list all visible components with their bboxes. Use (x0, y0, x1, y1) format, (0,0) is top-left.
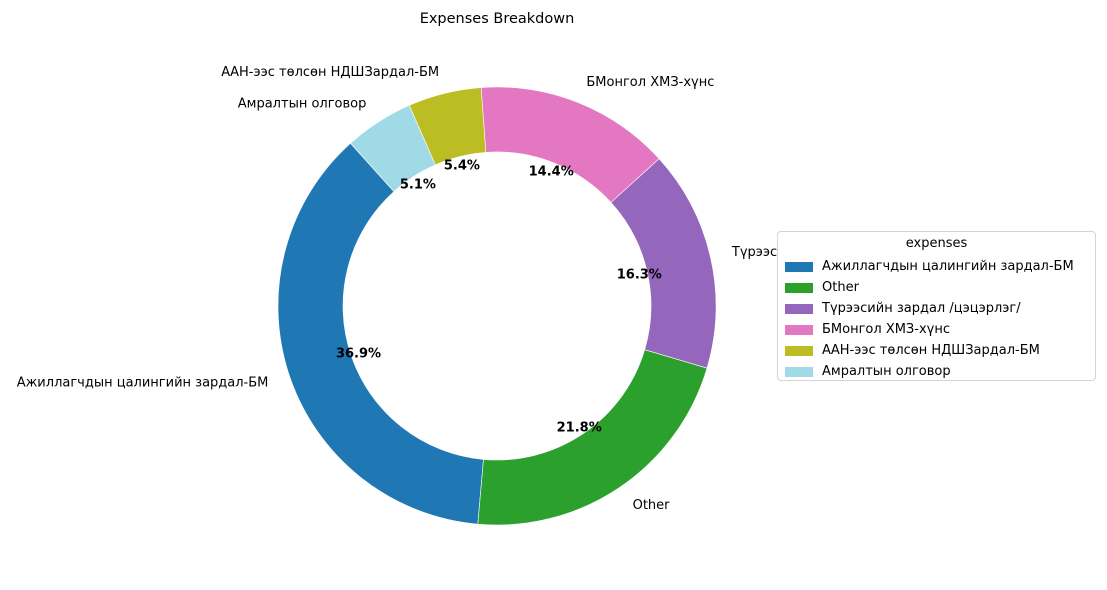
legend-title: expenses (905, 236, 968, 251)
legend-label-0: Ажиллагчдын цалингийн зардал-БМ (822, 259, 1074, 274)
slice-5 (350, 104, 436, 192)
legend-label-1: Other (822, 280, 859, 295)
legend: expenses Ажиллагчдын цалингийн зардал-БМ… (777, 231, 1096, 381)
slice-percent-2: 16.3% (617, 267, 662, 282)
legend-swatch-2 (785, 303, 813, 314)
legend-swatch-4 (785, 345, 813, 356)
slice-percent-3: 14.4% (529, 164, 574, 179)
slice-label-3: БМонгол ХМЗ-хүнс (586, 75, 714, 90)
slice-percent-0: 36.9% (336, 346, 381, 361)
slices-layer (277, 86, 717, 526)
legend-label-3: БМонгол ХМЗ-хүнс (822, 322, 950, 337)
legend-list: Ажиллагчдын цалингийн зардал-БМ Other Түрэ… (785, 256, 1074, 382)
slice-1 (477, 349, 708, 526)
slice-percent-1: 21.8% (557, 421, 602, 436)
legend-item-5: Амралтын олговор (785, 361, 1074, 382)
percent-labels-layer: 36.9% 21.8% 16.3% 14.4% 5.4% 5.1% (336, 158, 662, 435)
legend-item-2: Түрээсийн зардал /цэцэрлэг/ (785, 298, 1074, 319)
legend-item-1: Other (785, 277, 1074, 298)
slice-label-1: Other (633, 498, 671, 513)
legend-item-3: БМонгол ХМЗ-хүнс (785, 319, 1074, 340)
legend-swatch-1 (785, 282, 813, 293)
slice-percent-4: 5.4% (444, 158, 480, 173)
slice-0 (277, 142, 484, 525)
legend-swatch-5 (785, 366, 813, 377)
legend-swatch-0 (785, 261, 813, 272)
slice-label-4: ААН-ээс төлсөн НДШЗардал-БМ (221, 65, 439, 80)
slice-label-5: Амралтын олговор (238, 96, 367, 111)
chart-title: Expenses Breakdown (420, 11, 575, 27)
legend-label-4: ААН-ээс төлсөн НДШЗардал-БМ (822, 343, 1040, 358)
legend-label-5: Амралтын олговор (822, 364, 951, 379)
legend-swatch-3 (785, 324, 813, 335)
slice-2 (610, 158, 717, 369)
legend-item-0: Ажиллагчдын цалингийн зардал-БМ (785, 256, 1074, 277)
slice-label-0: Ажиллагчдын цалингийн зардал-БМ (17, 375, 269, 390)
legend-item-4: ААН-ээс төлсөн НДШЗардал-БМ (785, 340, 1074, 361)
legend-label-2: Түрээсийн зардал /цэцэрлэг/ (822, 301, 1021, 316)
slice-percent-5: 5.1% (400, 177, 436, 192)
